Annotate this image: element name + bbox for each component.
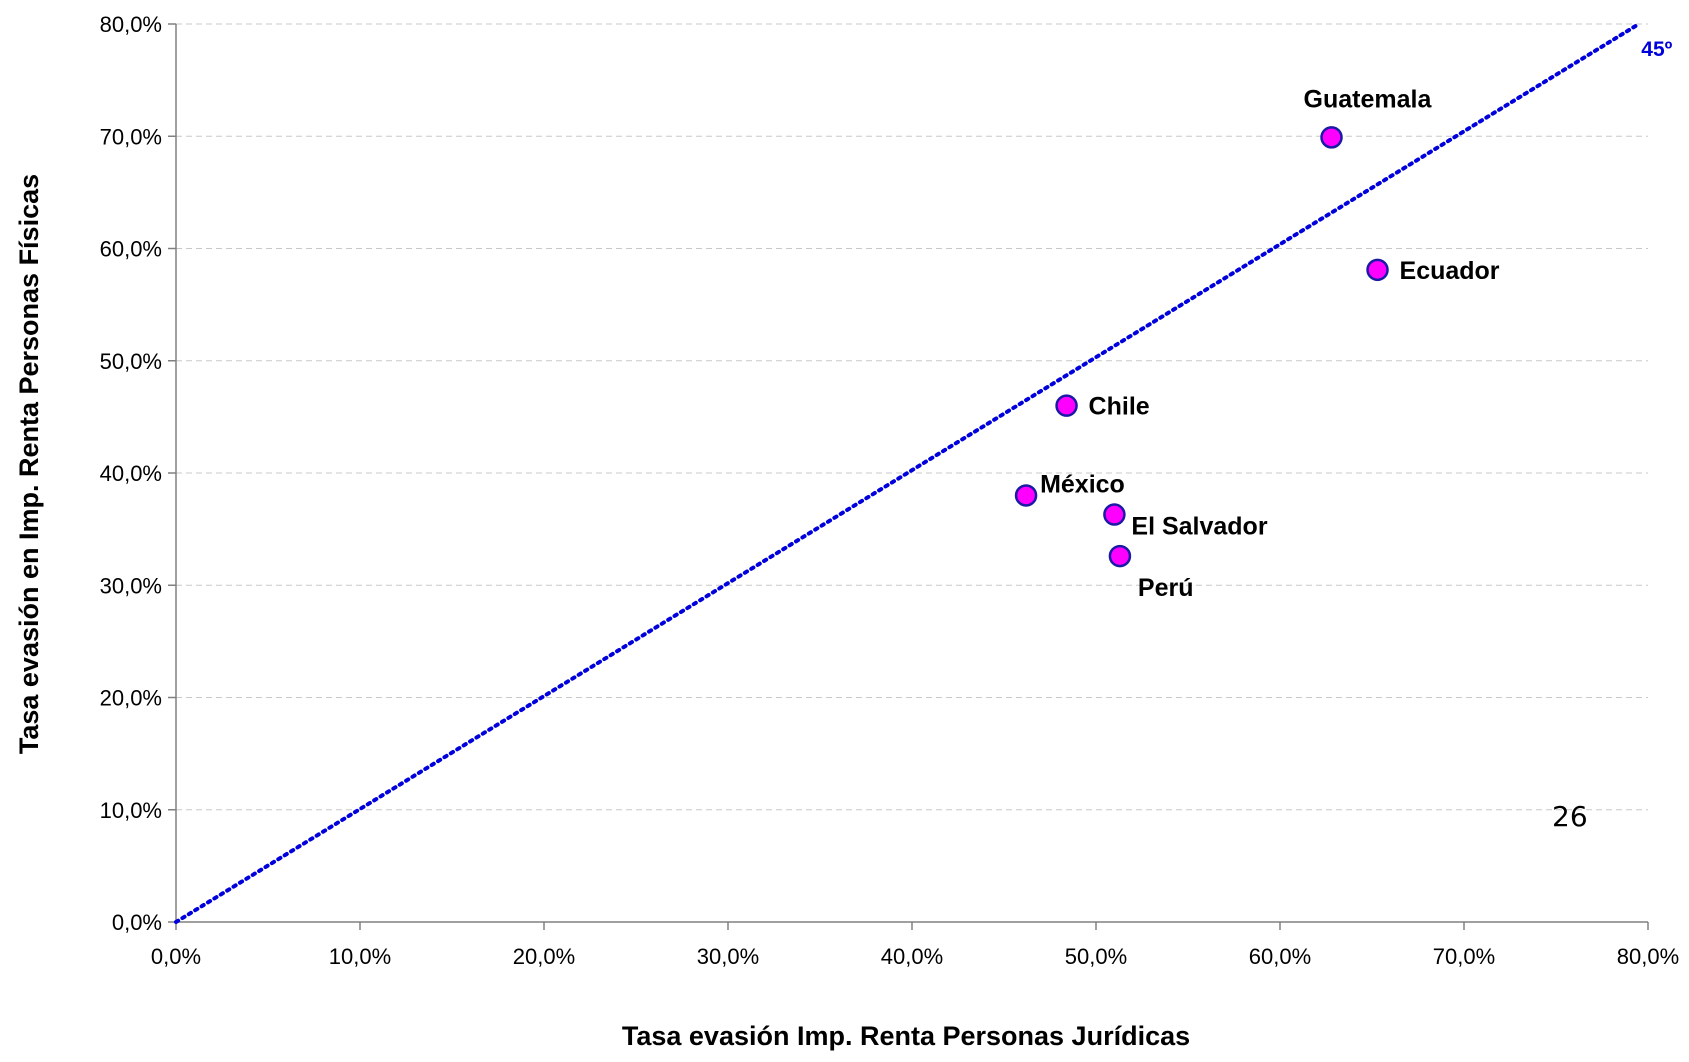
y-tick-label: 20,0% [100,686,162,711]
x-tick-label: 40,0% [881,944,943,969]
data-point-label: México [1040,470,1125,498]
y-tick-label: 70,0% [100,124,162,149]
axes [168,23,1649,930]
x-tick-label: 80,0% [1617,944,1679,969]
reference-line-45: 45º [174,22,1673,924]
x-tick-label: 70,0% [1433,944,1495,969]
data-point-label: Chile [1089,393,1150,421]
y-tick-label: 60,0% [100,237,162,262]
page-number: 26 [1552,800,1588,833]
x-tick-label: 10,0% [329,944,391,969]
x-tick-label: 0,0% [151,944,201,969]
data-point [1014,484,1038,507]
x-tick-label: 20,0% [513,944,575,969]
x-tick-label: 60,0% [1249,944,1311,969]
reference-line [174,22,1641,924]
y-tick-label: 50,0% [100,349,162,374]
y-tick-label: 80,0% [100,12,162,37]
x-tick-label: 30,0% [697,944,759,969]
y-tick-label: 30,0% [100,573,162,598]
y-tick-label: 40,0% [100,461,162,486]
data-point-label: Perú [1138,574,1194,602]
tick-labels: 0,0% 10,0% 20,0% 30,0% 40,0% 50,0% 60,0% 70,0% 8… [100,12,1680,969]
data-point [1103,503,1126,526]
data-point [1366,258,1389,282]
data-point-label: Guatemala [1304,85,1433,113]
x-tick-label: 50,0% [1065,944,1127,969]
x-axis-title: Tasa evasión Imp. Renta Personas Jurídic… [622,1021,1190,1051]
y-axis-title: Tasa evasión en Imp. Renta Personas Físi… [14,174,44,754]
data-point [1320,126,1343,149]
data-point [1108,544,1132,568]
reference-line-label: 45º [1641,38,1672,61]
data-point [1055,394,1078,417]
data-point-label: Ecuador [1400,257,1500,285]
y-tick-label: 0,0% [112,910,162,935]
gridlines [176,23,1648,811]
y-tick-label: 10,0% [100,798,162,823]
data-point-label: El Salvador [1131,513,1267,541]
